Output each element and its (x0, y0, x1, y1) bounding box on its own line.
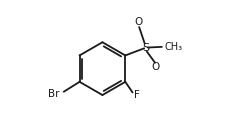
Text: O: O (151, 62, 159, 72)
Text: Br: Br (48, 89, 59, 99)
Text: O: O (134, 17, 142, 27)
Text: F: F (134, 90, 140, 100)
Text: S: S (142, 43, 149, 53)
Text: CH₃: CH₃ (164, 42, 182, 52)
